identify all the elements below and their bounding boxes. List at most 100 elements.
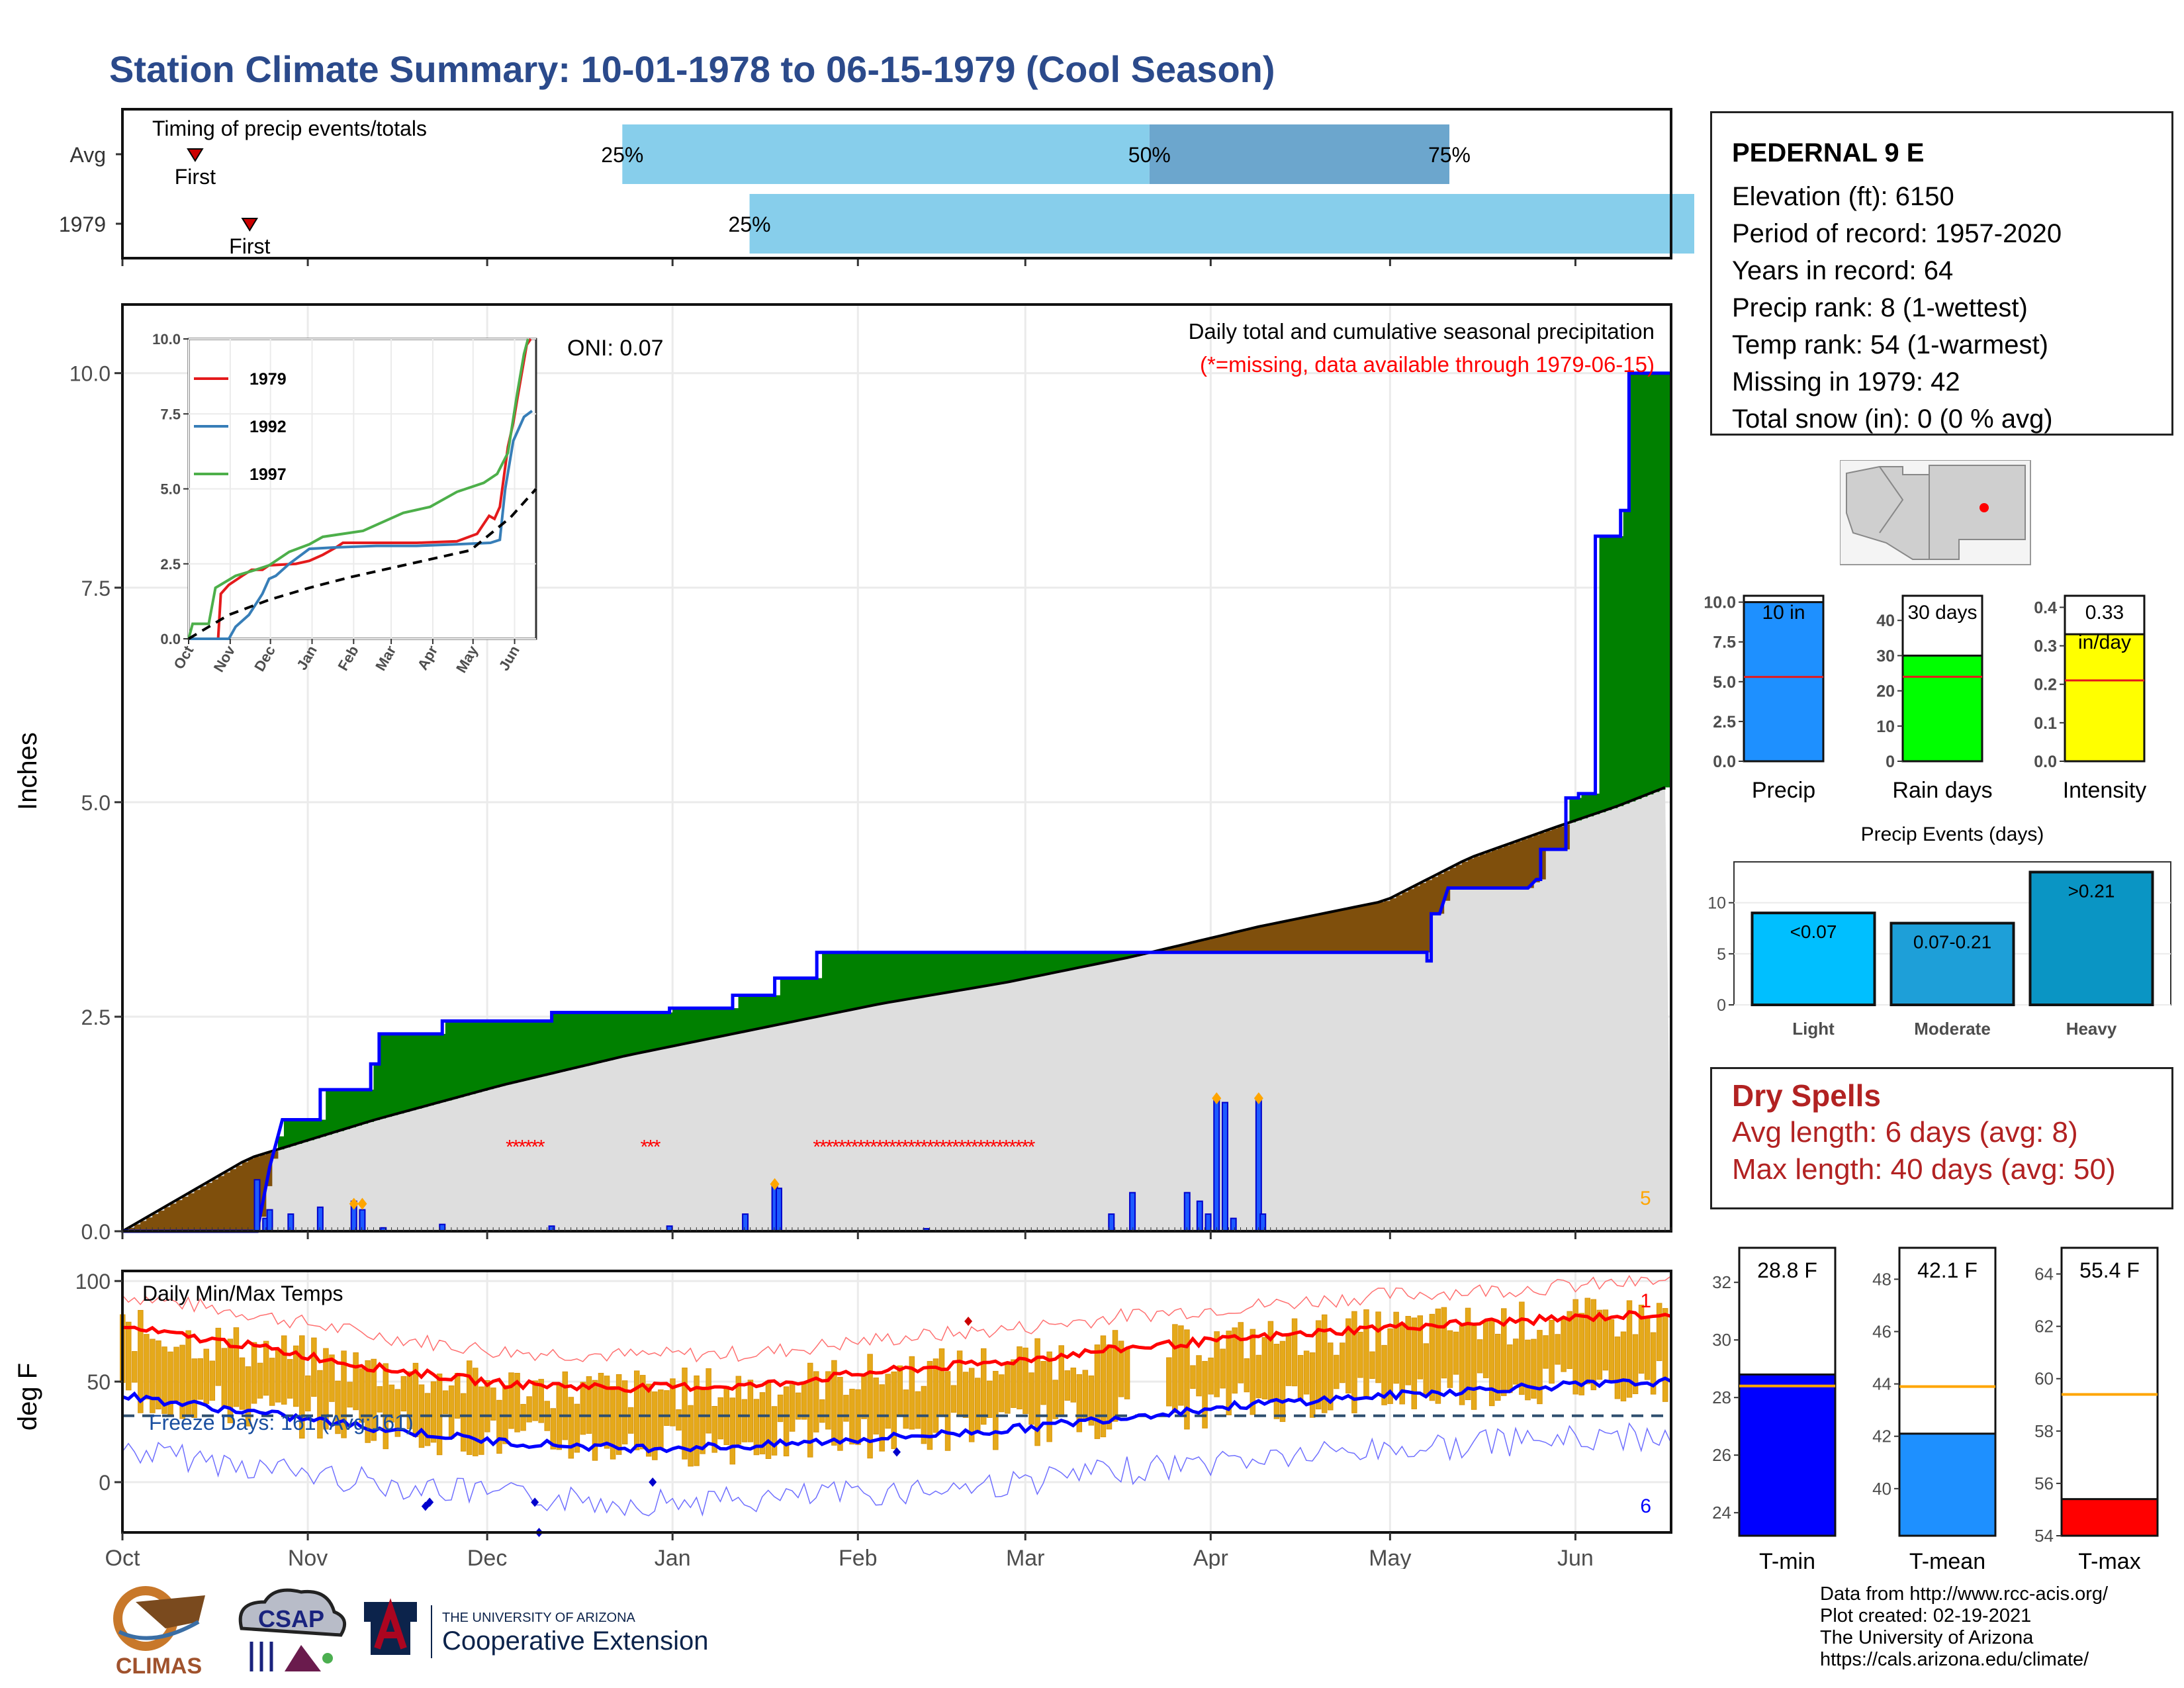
inset-ytick-label: 5.0 — [160, 481, 181, 498]
summary-bar-label: Intensity — [2063, 778, 2147, 803]
precip-events-chart: Precip Events (days) 0 5 10 <0.07 Light 0.07-… — [1707, 823, 2171, 1039]
daily-precip-bar — [287, 1213, 295, 1233]
daily-temp-bar — [789, 1384, 796, 1432]
daily-temp-bar — [1638, 1305, 1645, 1374]
daily-precip-bar — [1255, 1098, 1262, 1233]
temp-summary-ytick-label: 62 — [2034, 1317, 2054, 1336]
timing-panel-label: Timing of precip events/totals — [152, 117, 427, 140]
daily-temp-bar — [1543, 1335, 1549, 1369]
missing-day-marker: * — [927, 1136, 934, 1158]
summary-ytick-label: 0.1 — [2034, 714, 2057, 733]
daily-temp-bar — [1034, 1338, 1040, 1446]
precip-frame — [121, 303, 1672, 1233]
daily-temp-bar — [1321, 1314, 1328, 1413]
summary-ytick-label: 0.3 — [2034, 637, 2057, 656]
daily-precip-bar — [1221, 1102, 1228, 1232]
daily-temp-bar — [1351, 1311, 1357, 1413]
daily-temp-bar — [897, 1365, 903, 1416]
daily-temp-bar — [508, 1372, 514, 1429]
timing-frame — [121, 108, 1672, 259]
temp-summary-label: T-max — [2078, 1549, 2140, 1574]
daily-temp-bar — [209, 1360, 216, 1401]
temp-xtick-label: Oct — [105, 1546, 140, 1569]
ua-logo-big: Cooperative Extension — [442, 1626, 708, 1656]
temp-ytick-label: 100 — [75, 1270, 111, 1293]
temp-count-low: 6 — [1640, 1495, 1651, 1517]
precip-event-bar — [2028, 870, 2154, 1006]
daily-temp-bar — [1555, 1334, 1561, 1365]
daily-temp-bar — [377, 1386, 383, 1413]
daily-temp-bar — [592, 1380, 598, 1461]
missing-day-marker: * — [1021, 1136, 1029, 1158]
daily-temp-bar — [1094, 1344, 1101, 1439]
daily-temp-bar — [394, 1389, 401, 1437]
daily-temp-bar — [323, 1348, 329, 1430]
daily-temp-bar — [604, 1376, 610, 1449]
daily-temp-bar — [1017, 1346, 1023, 1409]
missing-day-marker: * — [920, 1136, 928, 1158]
daily-temp-bar — [335, 1380, 341, 1434]
daily-temp-bar — [771, 1406, 778, 1456]
inset-legend-label: 1979 — [250, 370, 287, 389]
daily-temp-bar — [993, 1371, 999, 1450]
daily-temp-bar — [753, 1399, 760, 1456]
summary-bar-rain-days — [1901, 654, 1983, 763]
daily-temp-bar — [741, 1399, 748, 1442]
daily-temp-bar — [933, 1358, 939, 1433]
daily-temp-bar — [442, 1390, 449, 1415]
daily-temp-bar — [150, 1338, 156, 1413]
record-low-marker-icon — [531, 1497, 539, 1507]
daily-temp-bar — [1220, 1348, 1226, 1389]
temp-summary-value: 42.1 F — [1917, 1258, 1978, 1282]
temp-summary-ytick-label: 54 — [2034, 1526, 2054, 1546]
daily-temp-bar — [831, 1360, 837, 1446]
temp-ytick-label: 50 — [87, 1370, 111, 1394]
daily-temp-bar — [1238, 1322, 1244, 1383]
daily-temp-bar — [538, 1379, 544, 1423]
daily-temp-bar — [448, 1385, 455, 1439]
daily-temp-bar — [879, 1384, 885, 1452]
daily-temp-bar — [1393, 1311, 1399, 1384]
inset-ytick-label: 7.5 — [160, 406, 181, 422]
extreme-precip-marker-icon — [1253, 1092, 1263, 1105]
temp-summary-ytick-label: 64 — [2034, 1264, 2054, 1284]
daily-temp-bar — [347, 1382, 353, 1408]
precip-ytick-label: 2.5 — [81, 1006, 111, 1029]
daily-temp-bar — [496, 1399, 502, 1454]
daily-precip-bar — [1183, 1192, 1191, 1232]
missing-day-marker: * — [1028, 1136, 1036, 1158]
timing-p25-label: 25% — [729, 212, 771, 236]
daily-temp-bar — [1267, 1321, 1274, 1403]
daily-temp-bar — [1525, 1339, 1531, 1401]
daily-temp-bar — [478, 1386, 484, 1455]
daily-temp-bar — [430, 1381, 437, 1443]
timing-row-label: 1979 — [59, 212, 106, 236]
daily-temp-bar — [1608, 1319, 1615, 1382]
daily-temp-bar — [825, 1371, 831, 1430]
daily-temp-bar — [717, 1397, 723, 1440]
above-average-area — [277, 373, 1672, 1150]
daily-temp-bar — [293, 1345, 299, 1407]
daily-temp-bar — [383, 1363, 389, 1450]
daily-temp-bar — [652, 1391, 658, 1460]
daily-temp-bar — [819, 1399, 825, 1423]
daily-precip-bar — [1196, 1200, 1203, 1233]
missing-day-marker: * — [983, 1136, 991, 1158]
daily-temp-bar — [938, 1348, 945, 1416]
inset-ytick-label: 10.0 — [152, 331, 181, 348]
daily-temp-bar — [281, 1335, 287, 1405]
daily-temp-bar — [783, 1386, 790, 1456]
daily-temp-bar — [400, 1376, 407, 1412]
daily-temp-bar — [179, 1344, 185, 1419]
summary-ytick-label: 0.0 — [2034, 753, 2057, 771]
daily-temp-bar — [903, 1389, 909, 1429]
daily-temp-bar — [729, 1397, 736, 1465]
temp-summary-ytick-label: 46 — [1872, 1322, 1891, 1342]
daily-temp-bar — [1279, 1340, 1286, 1423]
daily-temp-bar — [944, 1371, 951, 1451]
summary-ytick-label: 10.0 — [1704, 594, 1736, 612]
summary-bar-label: Precip — [1752, 778, 1815, 803]
temp-summary-ytick-label: 32 — [1712, 1272, 1731, 1292]
precip-event-bar — [1889, 921, 2015, 1006]
daily-temp-bar — [126, 1321, 132, 1391]
